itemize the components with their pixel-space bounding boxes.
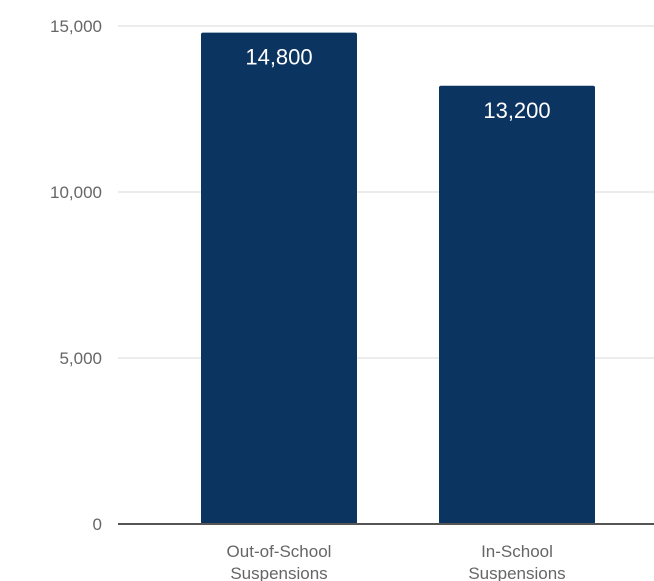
bar-value-label: 13,200 <box>483 98 550 123</box>
y-tick-label: 0 <box>93 515 102 534</box>
x-category-label: Suspensions <box>230 564 327 581</box>
y-tick-label: 5,000 <box>59 349 102 368</box>
x-category-label: Out-of-School <box>227 542 332 561</box>
x-category-label: Suspensions <box>468 564 565 581</box>
bar-value-label: 14,800 <box>245 45 312 70</box>
labels: 0 5,000 10,000 15,000 14,800 Out-of-School Sus… <box>50 17 566 581</box>
x-category-label: In-School <box>481 542 553 561</box>
bars <box>201 32 595 524</box>
bar-0 <box>201 32 357 524</box>
y-tick-label: 15,000 <box>50 17 102 36</box>
y-tick-label: 10,000 <box>50 183 102 202</box>
bar-1 <box>439 85 595 524</box>
